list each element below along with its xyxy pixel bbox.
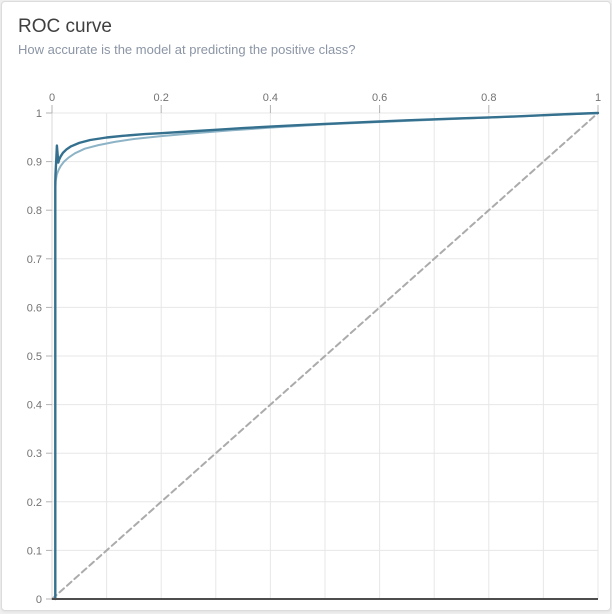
y-axis-tick-label: 0.1 bbox=[27, 545, 42, 557]
y-axis-tick-label: 0.2 bbox=[27, 497, 42, 509]
x-axis-tick-label: 0 bbox=[49, 92, 55, 104]
y-axis-tick-label: 0.4 bbox=[27, 400, 42, 412]
x-axis-tick-label: 0.6 bbox=[372, 92, 387, 104]
chart-subtitle: How accurate is the model at predicting … bbox=[18, 41, 356, 57]
x-axis-tick-label: 1 bbox=[595, 92, 601, 104]
roc-curve-line bbox=[54, 111, 600, 601]
chart-header: ROC curve How accurate is the model at p… bbox=[18, 15, 594, 59]
y-axis-tick-label: 1 bbox=[36, 108, 42, 120]
y-axis-tick-label: 0.7 bbox=[27, 254, 42, 266]
x-axis-tick-label: 0.8 bbox=[481, 92, 496, 104]
y-axis-tick-label: 0.9 bbox=[27, 157, 42, 169]
x-axis-tick-label: 0.2 bbox=[154, 92, 169, 104]
y-axis-tick-label: 0.8 bbox=[27, 205, 42, 217]
y-axis-tick-label: 0.3 bbox=[27, 448, 42, 460]
y-axis-tick-label: 0.5 bbox=[27, 351, 42, 363]
y-axis-tick-label: 0 bbox=[36, 594, 42, 606]
chart-title: ROC curve bbox=[18, 16, 112, 37]
y-axis-tick-label: 0.6 bbox=[27, 302, 42, 314]
x-axis-tick-label: 0.4 bbox=[263, 92, 278, 104]
random-classifier-baseline-line bbox=[51, 112, 599, 600]
